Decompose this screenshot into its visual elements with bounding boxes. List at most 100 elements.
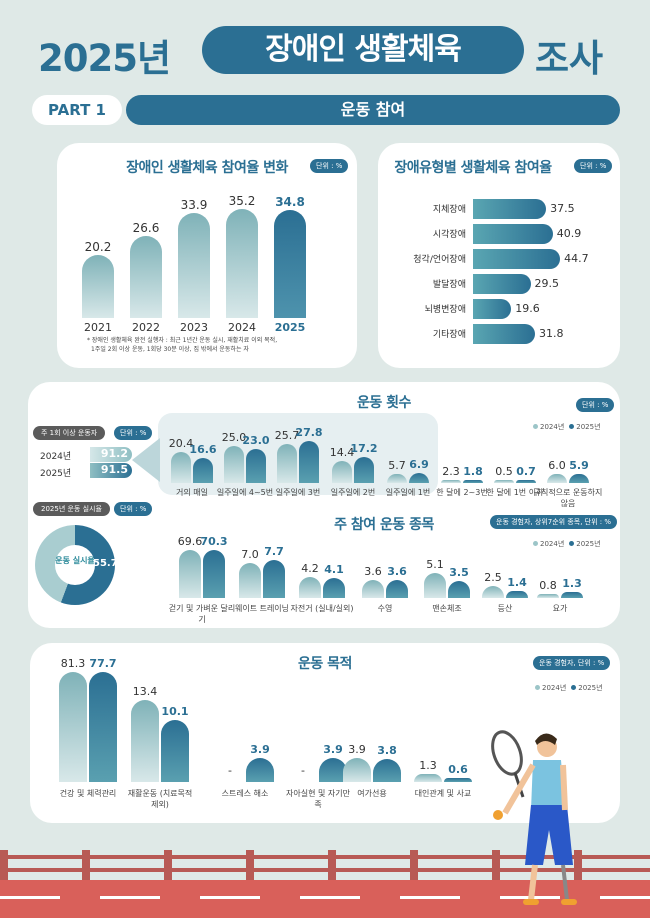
- bar-뇌병변장애: [473, 299, 512, 319]
- weekly-label: 주 1회 이상 운동자: [33, 426, 106, 440]
- bar-2025년-4: [448, 580, 470, 598]
- disability-type-card: 장애유형별 생활체육 참여율 단위 : % 지체장애 37.5 시각장애 40.9 청각…: [378, 143, 620, 368]
- unit-badge: 단위 : %: [574, 159, 613, 173]
- legend-2025: 2025년: [576, 423, 601, 431]
- bar-2024년-5: [441, 479, 461, 483]
- category-label: 시각장애: [432, 230, 466, 240]
- unit-badge: 운동 경험자, 상위7순위 종목, 단위 : %: [490, 515, 617, 529]
- donut-chart: 운동 실시율 55.7: [35, 525, 118, 605]
- value-label: 3.5: [449, 565, 469, 579]
- tennis-player-illustration: [491, 730, 577, 905]
- category-label: 웨이트 트레이닝: [234, 604, 290, 613]
- bar-2024년-5: [414, 774, 442, 782]
- legend-dot-2025: [569, 541, 575, 546]
- fence-rail: [0, 868, 650, 872]
- bar-2024년-6: [537, 594, 559, 598]
- value-label: 26.6: [132, 220, 160, 235]
- legend-2025: 2025년: [578, 684, 603, 692]
- unit-badge: 단위 : %: [576, 398, 615, 412]
- category-label: 기타장애: [432, 330, 466, 340]
- legend-dot-2025: [569, 424, 575, 429]
- value-label: 44.7: [564, 252, 589, 265]
- bar-2024년-4: [343, 758, 371, 782]
- bar-2024년-5: [482, 585, 504, 598]
- chart-title: 주 참여 운동 종목: [334, 517, 434, 533]
- legend-dot-2025: [571, 685, 577, 690]
- category-label: 자전거 (실내/실외): [290, 604, 354, 613]
- value-label: 0.7: [516, 465, 536, 478]
- bar-2021: [82, 255, 114, 318]
- bar-2025년-7: [569, 474, 589, 483]
- weekly-year: 2024년: [40, 452, 72, 462]
- bar-2025년-5: [506, 591, 528, 598]
- unit-badge: 단위 : %: [114, 426, 153, 440]
- bar-2025년-1: [246, 448, 266, 483]
- category-label: 일주일에 3번: [275, 488, 321, 497]
- bar-2024년-6: [494, 480, 514, 483]
- category-label: 2023: [180, 321, 208, 334]
- value-label: 4.2: [301, 562, 319, 575]
- value-label: 31.8: [539, 327, 564, 340]
- value-label: 6.0: [548, 459, 566, 472]
- bar-2025년-5: [463, 480, 483, 483]
- bar-2025년-5: [444, 778, 472, 782]
- value-label: 13.4: [132, 685, 158, 699]
- running-track: [0, 880, 650, 918]
- value-label: 37.5: [550, 202, 575, 215]
- bar-청각/언어장애: [473, 249, 561, 269]
- value-label: 81.3: [60, 657, 86, 670]
- unit-badge: 운동 경험자, 단위 : %: [533, 656, 611, 670]
- participation-trend-card: 장애인 생활체육 참여율 변화 단위 : % * 장애인 생활체육 완전 실행자…: [57, 143, 357, 368]
- value-label: 0.8: [539, 579, 557, 592]
- page-title: 2025년 장애인 생활체육 조사: [0, 22, 650, 80]
- value-label: 27.8: [295, 426, 323, 440]
- bar-2025년-3: [319, 758, 347, 782]
- bar-2025년-0: [89, 672, 117, 782]
- bar-2025년-6: [516, 480, 536, 483]
- chart-title: 장애유형별 생활체육 참여율: [394, 160, 552, 176]
- legend-dot-2024: [533, 541, 538, 546]
- bar-시각장애: [473, 224, 553, 244]
- value-label: 1.3: [419, 759, 437, 773]
- value-label: 77.7: [89, 657, 117, 670]
- value-label: 40.9: [556, 227, 582, 240]
- value-label: 3.6: [364, 565, 382, 578]
- legend-2024: 2024년: [540, 540, 565, 548]
- value-label: 17.2: [350, 442, 378, 456]
- category-label: 대인관계 및 사교: [414, 789, 472, 798]
- bar-2022: [130, 235, 162, 318]
- chart-title: 운동 횟수: [357, 395, 411, 411]
- value-label: 3.9: [323, 743, 343, 757]
- category-label: 한 달에 1번 이하: [486, 488, 544, 497]
- bar-2024년-0: [59, 672, 87, 782]
- donut-value: 55.7: [93, 558, 118, 569]
- unit-badge: 단위 : %: [114, 502, 153, 516]
- value-label: 3.8: [377, 743, 397, 757]
- bar-2025년-1: [161, 720, 189, 782]
- value-label: 7.0: [241, 548, 259, 561]
- bar-지체장애: [473, 199, 547, 219]
- bar-2025년-1: [263, 559, 285, 598]
- bar-2025: [274, 210, 306, 318]
- value-label: 70.3: [200, 535, 228, 548]
- chart-title: 운동 목적: [298, 656, 352, 672]
- value-label: 3.6: [387, 565, 407, 578]
- category-label: 지체장애: [432, 205, 466, 215]
- value-label: 1.8: [463, 465, 483, 478]
- bar-2025년-4: [373, 758, 401, 782]
- category-label: 일주일에 4~5번: [216, 488, 274, 497]
- category-label: 2025: [274, 321, 306, 334]
- bar-2024년-1: [224, 445, 244, 483]
- title-suffix: 조사: [535, 37, 604, 80]
- value-label: 25.7: [274, 429, 300, 443]
- category-label: 요가: [552, 604, 568, 613]
- bar-2024년-4: [424, 572, 446, 598]
- arrow-icon: [132, 438, 160, 482]
- value-label: 35.2: [228, 193, 256, 208]
- bar-2024년-0: [171, 452, 191, 483]
- weekly-year: 2025년: [40, 469, 72, 479]
- bar-2025년-3: [354, 457, 374, 483]
- bar-2024년-3: [362, 580, 384, 598]
- bar-발달장애: [473, 274, 531, 294]
- track-lines: [0, 896, 650, 899]
